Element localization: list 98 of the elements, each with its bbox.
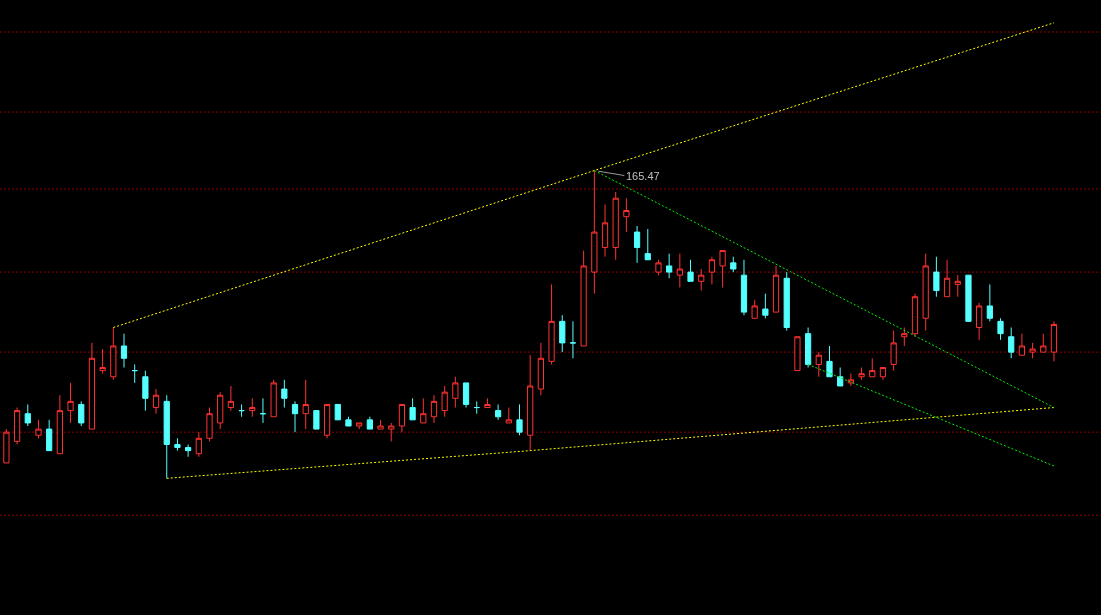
candlestick bbox=[986, 283, 993, 322]
candlestick bbox=[879, 367, 887, 381]
candlestick bbox=[804, 327, 812, 369]
candlestick bbox=[46, 419, 53, 452]
candlestick bbox=[537, 342, 544, 396]
candlestick bbox=[976, 302, 983, 341]
candlestick bbox=[1040, 333, 1047, 353]
candlestick bbox=[826, 345, 833, 378]
candlestick bbox=[708, 256, 716, 285]
candlestick bbox=[783, 271, 790, 332]
candlestick bbox=[99, 348, 106, 375]
candlestick bbox=[78, 400, 85, 427]
candlestick bbox=[740, 259, 748, 316]
candlestick bbox=[687, 259, 694, 282]
candlestick bbox=[516, 403, 523, 436]
candlestick bbox=[954, 274, 961, 298]
candlestick bbox=[24, 403, 31, 427]
candlestick bbox=[762, 293, 769, 319]
candlestick bbox=[313, 410, 320, 430]
candlestick bbox=[858, 367, 865, 381]
candlestick bbox=[869, 357, 876, 378]
candlestick bbox=[1050, 320, 1058, 362]
candlestick bbox=[580, 250, 587, 347]
candlestick bbox=[633, 225, 641, 264]
candlestick bbox=[890, 330, 897, 372]
candlestick bbox=[377, 419, 384, 430]
annotation: 165.47 bbox=[626, 170, 660, 182]
candlestick bbox=[933, 256, 940, 298]
candlestick bbox=[452, 376, 459, 409]
candlestick bbox=[398, 403, 406, 433]
candlestick bbox=[35, 419, 42, 439]
candlestick bbox=[612, 191, 619, 261]
candlestick bbox=[730, 256, 737, 273]
candlestick bbox=[152, 388, 160, 415]
candlestick bbox=[195, 431, 202, 458]
candlestick bbox=[965, 274, 972, 322]
candlestick bbox=[495, 403, 502, 421]
candlestick bbox=[751, 299, 758, 319]
candlestick bbox=[911, 293, 919, 338]
candlestick bbox=[430, 394, 438, 424]
candlestick bbox=[484, 397, 491, 409]
candlestick bbox=[698, 268, 705, 292]
candlestick bbox=[281, 379, 288, 409]
candlestick bbox=[67, 382, 74, 424]
candlestick bbox=[270, 379, 277, 418]
candlestick bbox=[505, 407, 512, 424]
candlestick bbox=[131, 363, 138, 384]
candlestick bbox=[601, 203, 609, 258]
candlestick bbox=[388, 422, 395, 442]
candlestick bbox=[334, 403, 341, 421]
candlestick bbox=[3, 428, 10, 464]
candlestick bbox=[1018, 333, 1026, 356]
candlestick bbox=[548, 283, 555, 365]
candlestick bbox=[666, 253, 673, 279]
candlestick bbox=[185, 443, 192, 458]
candlestick bbox=[217, 391, 224, 430]
candlestick bbox=[441, 385, 448, 418]
candlestick bbox=[345, 416, 352, 427]
candlestick bbox=[120, 333, 128, 369]
candlestick bbox=[473, 400, 480, 415]
candlestick bbox=[227, 385, 235, 412]
candlestick bbox=[772, 265, 780, 313]
candlestick bbox=[356, 422, 363, 430]
candlestick bbox=[462, 382, 470, 409]
candlestick bbox=[644, 228, 651, 261]
candlestick bbox=[174, 437, 181, 452]
candlestick bbox=[794, 336, 801, 372]
candlestick bbox=[206, 407, 213, 442]
candlestick bbox=[238, 403, 245, 418]
candlestick bbox=[527, 354, 534, 452]
candlestick bbox=[591, 170, 598, 295]
candlestick bbox=[901, 327, 908, 347]
candlestick bbox=[88, 342, 96, 430]
candlestick bbox=[837, 367, 844, 387]
candlestick bbox=[655, 259, 662, 276]
candlestick bbox=[420, 397, 427, 424]
candlestick bbox=[847, 373, 854, 387]
candlestick bbox=[559, 314, 566, 353]
candlestick bbox=[110, 327, 117, 381]
candlestick bbox=[366, 416, 373, 430]
candlestick bbox=[56, 394, 63, 455]
candlestick bbox=[623, 197, 630, 233]
candlestick bbox=[1029, 342, 1036, 359]
candlestick bbox=[302, 379, 309, 430]
candlestick bbox=[1008, 327, 1015, 359]
candlestick bbox=[291, 400, 299, 433]
candlestick bbox=[676, 253, 683, 288]
candlestick bbox=[249, 397, 256, 418]
candlestick bbox=[323, 403, 331, 439]
candlestick bbox=[815, 351, 822, 378]
candlestick bbox=[409, 397, 416, 421]
candlestick bbox=[719, 250, 726, 288]
candlestick bbox=[922, 253, 929, 332]
candlestick bbox=[997, 317, 1004, 341]
candlestick bbox=[13, 407, 21, 445]
candlestick bbox=[163, 394, 170, 479]
candlestick bbox=[943, 259, 951, 298]
candlestick bbox=[142, 370, 149, 412]
